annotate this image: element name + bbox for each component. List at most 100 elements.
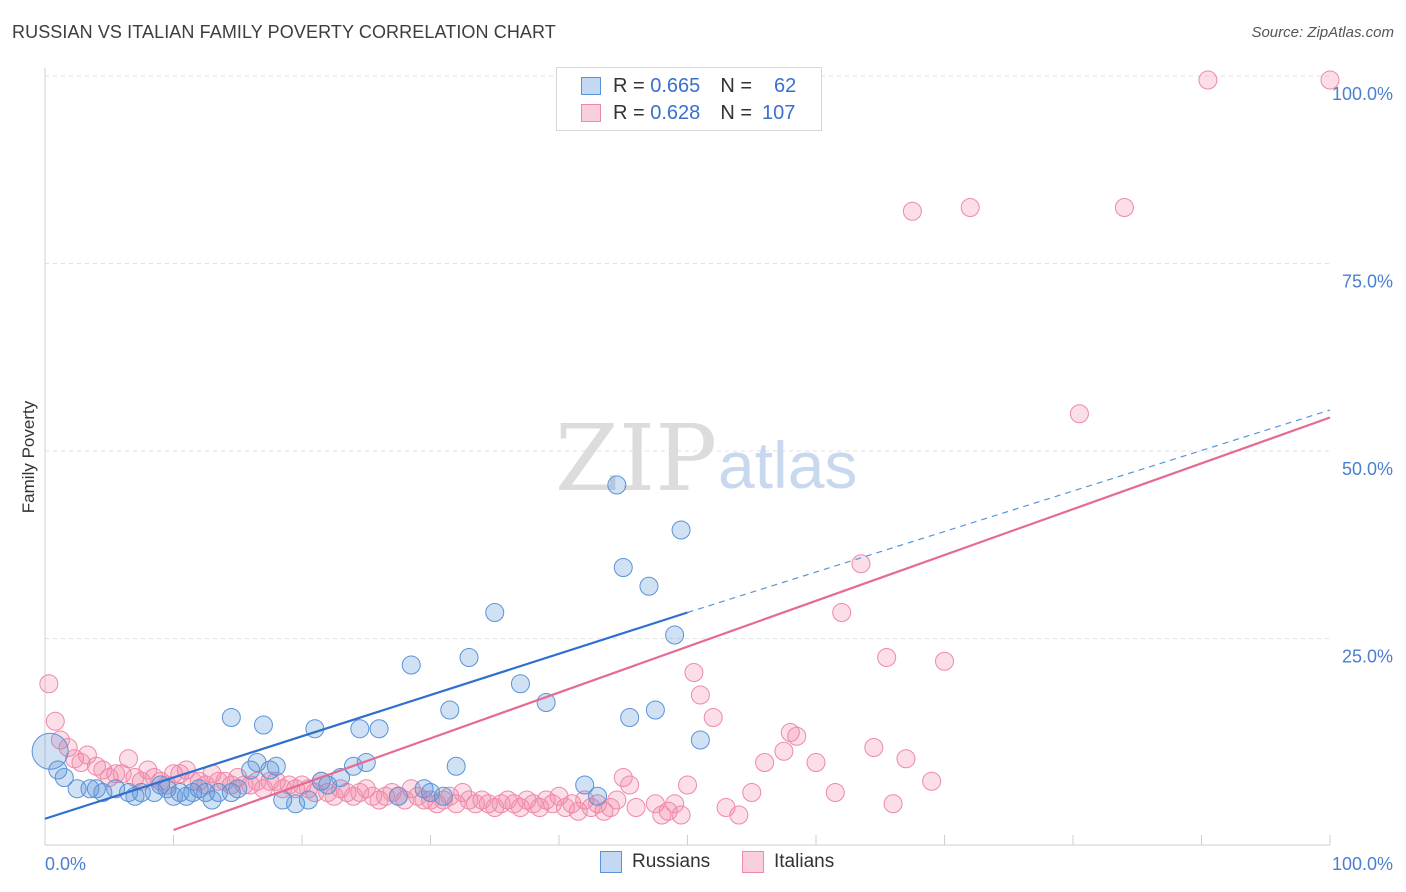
italian-point (960, 198, 980, 217)
russian-point (388, 786, 408, 806)
italian-point (864, 738, 884, 757)
chart-title: RUSSIAN VS ITALIAN FAMILY POVERTY CORREL… (12, 22, 556, 42)
italian-point (703, 708, 723, 727)
italian-point (755, 753, 775, 772)
russian-point (440, 700, 460, 720)
italian-point (266, 771, 286, 791)
russian-point (253, 715, 273, 735)
italian-point (106, 764, 126, 784)
russian-point (485, 603, 505, 622)
italian-point (658, 801, 678, 821)
italian-point (414, 790, 434, 810)
italian-point (588, 794, 608, 814)
russian-point (202, 790, 222, 810)
italian-point (536, 790, 556, 810)
italian-point (65, 749, 85, 769)
italian-point (1069, 404, 1089, 424)
bottom-legend-russians: Russians (600, 851, 710, 873)
russian-point (510, 674, 530, 694)
russian-point (671, 520, 691, 540)
italian-point (350, 783, 370, 802)
russian-point (414, 779, 434, 799)
russian-point (298, 790, 318, 810)
italian-point (600, 798, 620, 817)
russian-point (607, 475, 627, 495)
italian-point (50, 730, 70, 750)
legend-row-russians: R = 0.665 N = 62 (581, 73, 796, 99)
italian-point (86, 756, 106, 776)
italians-trend-line (173, 416, 1331, 832)
russian-point (86, 779, 106, 799)
x-tick-label-min: 0.0% (45, 854, 86, 874)
legend-n-label: N = (720, 101, 752, 124)
legend-r-label: R = (613, 74, 645, 97)
russian-point (356, 753, 376, 772)
russians-trend-extension (687, 409, 1331, 614)
italian-point (832, 603, 852, 622)
russian-point (221, 783, 241, 802)
russian-point (54, 768, 74, 787)
italian-point (356, 779, 376, 799)
italian-point (241, 775, 261, 795)
italian-point (453, 783, 473, 802)
italian-point (877, 648, 897, 667)
italian-point (902, 201, 922, 221)
italian-point (71, 753, 91, 772)
y-tick-labels: 100.0% 75.0% 50.0% 25.0% (1332, 84, 1393, 667)
italian-point (935, 651, 954, 671)
russian-point (588, 786, 608, 806)
x-axis-ticks (173, 835, 1331, 845)
russian-point (401, 655, 421, 675)
russian-point (31, 732, 69, 770)
russian-point (421, 783, 440, 802)
watermark-atlas: atlas (718, 428, 857, 502)
russian-point (613, 558, 633, 577)
russian-point (106, 779, 126, 799)
italian-point (678, 775, 697, 795)
italian-point (896, 749, 916, 769)
italian-point (510, 798, 530, 817)
bottom-legend-label-italians: Italians (774, 851, 835, 872)
legend-n-value: 107 (762, 101, 796, 124)
italian-point (530, 798, 550, 817)
italian-point (690, 685, 710, 705)
russian-point (575, 775, 595, 795)
russian-point (459, 648, 479, 667)
legend-r-label: R = (613, 101, 645, 124)
italian-point (684, 663, 704, 682)
italian-point (318, 783, 338, 802)
italian-point (93, 760, 113, 780)
legend-swatch-russians (581, 77, 601, 95)
y-tick-label: 25.0% (1342, 647, 1393, 667)
italian-point (555, 798, 575, 817)
italian-point (652, 805, 672, 825)
russian-point (266, 756, 286, 776)
italian-point (825, 783, 845, 802)
italian-point (1320, 70, 1340, 90)
russian-point (48, 760, 68, 780)
italian-point (575, 790, 595, 810)
italian-point (562, 794, 582, 814)
italian-point (138, 760, 158, 780)
italian-point (774, 741, 794, 761)
italian-point (523, 794, 543, 814)
italian-point (408, 786, 428, 806)
russian-point (620, 708, 640, 727)
italian-point (613, 768, 633, 787)
legend-r-value: 0.628 (650, 101, 701, 124)
bottom-legend-label-russians: Russians (632, 851, 711, 872)
trend-lines (44, 409, 1331, 832)
russian-point (639, 576, 659, 596)
russian-point (350, 719, 370, 739)
bottom-legend-italians: Italians (742, 851, 834, 873)
italian-point (883, 794, 903, 814)
italian-point (742, 783, 762, 802)
russian-point (260, 760, 280, 780)
italian-point (607, 790, 627, 810)
italian-point (922, 771, 942, 791)
italian-point (581, 798, 601, 817)
russian-point (645, 700, 665, 720)
russian-point (228, 779, 248, 799)
y-tick-label: 100.0% (1332, 84, 1393, 104)
